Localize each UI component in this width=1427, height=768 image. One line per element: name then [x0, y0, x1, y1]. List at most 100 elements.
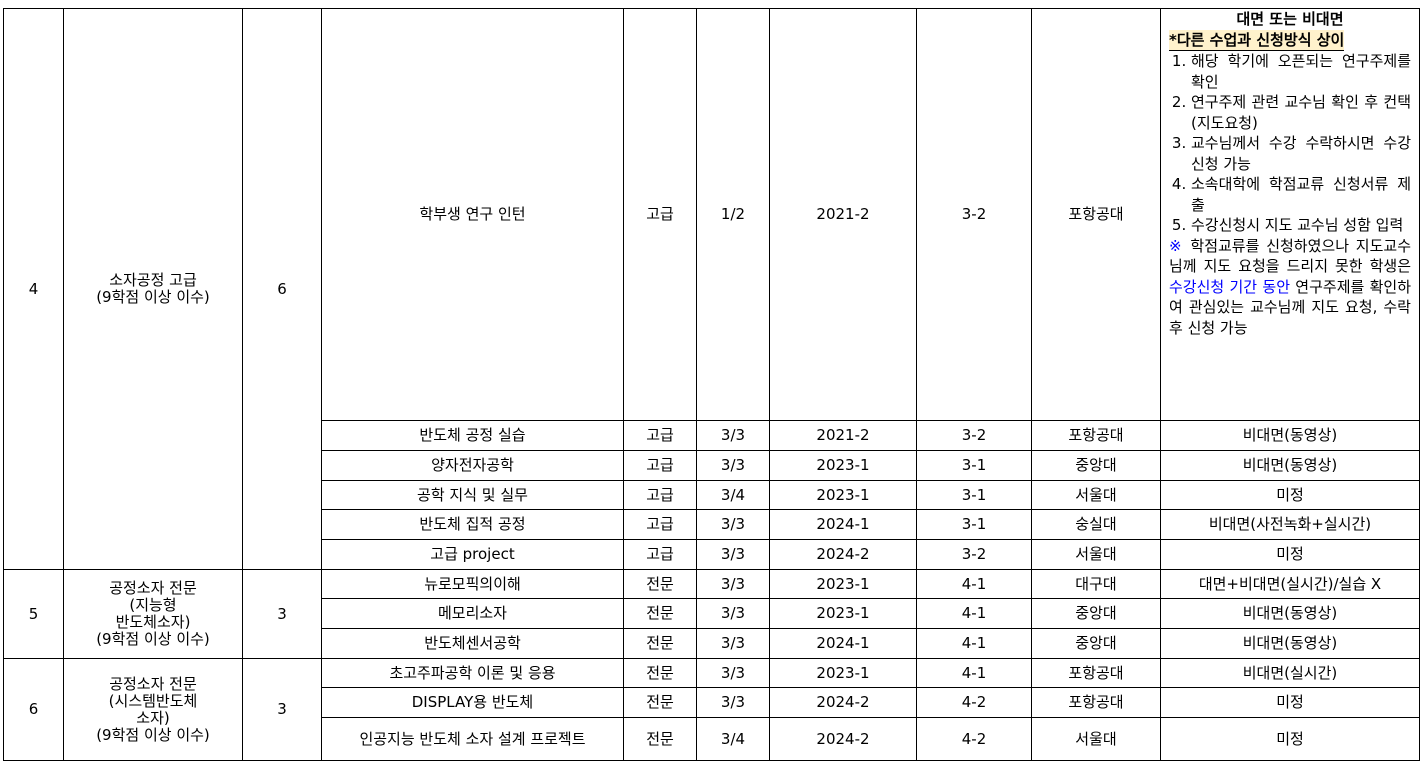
recommended-year: 3-2 — [916, 8, 1032, 421]
lecture-method: 비대면(사전녹화+실시간) — [1160, 509, 1420, 540]
remark-text: 학점교류를 신청하였으나 지도교수님께 지도 요청을 드리지 못한 학생은 — [1169, 236, 1411, 276]
course-area-line: 반도체소자) — [115, 613, 191, 631]
course-area: 공정소자 전문 (시스템반도체 소자) (9학점 이상 이수) — [63, 658, 243, 761]
course-area-line: 공정소자 전문 — [109, 579, 197, 597]
table-row: 반도체 공정 실습 고급 3/3 2021-2 3-2 포항공대 비대면(동영상) — [4, 420, 1420, 451]
university: 서울대 — [1031, 717, 1161, 761]
lecture-method: 미정 — [1160, 687, 1420, 718]
course-name: 반도체 공정 실습 — [321, 420, 624, 451]
course-name: 인공지능 반도체 소자 설계 프로젝트 — [321, 717, 624, 761]
recommended-year: 4-2 — [916, 687, 1032, 718]
grade-semester: 3/4 — [696, 717, 770, 761]
lecture-method: 미정 — [1160, 539, 1420, 570]
required-count: 6 — [242, 8, 322, 570]
course-area-line: (시스템반도체 — [108, 691, 198, 710]
opened-semester: 2023-1 — [769, 598, 917, 629]
opened-semester: 2021-2 — [769, 8, 917, 421]
table-row: 5 공정소자 전문 (지능형 반도체소자) (9학점 이상 이수) 3 뉴로모픽의이해 전문 3… — [3, 569, 1420, 659]
recommended-year: 4-2 — [916, 717, 1032, 761]
course-level: 고급 — [623, 450, 697, 481]
grade-semester: 3/3 — [696, 509, 770, 540]
lecture-method: 비대면(동영상) — [1160, 420, 1420, 451]
recommended-year: 3-2 — [916, 420, 1032, 451]
course-level: 고급 — [623, 420, 697, 451]
course-name: DISPLAY용 반도체 — [321, 687, 624, 718]
course-name: 반도체 집적 공정 — [321, 509, 624, 540]
opened-semester: 2024-1 — [769, 628, 917, 659]
table-row: 공학 지식 및 실무 고급 3/4 2023-1 3-1 서울대 미정 — [4, 480, 1420, 510]
grade-semester: 3/3 — [696, 569, 770, 599]
lecture-method: 비대면(실시간) — [1160, 658, 1420, 688]
course-level: 전문 — [623, 717, 697, 761]
course-level: 전문 — [623, 598, 697, 629]
grade-semester: 1/2 — [696, 8, 770, 421]
note-step: 수강신청시 지도 교수님 성함 입력 — [1191, 215, 1411, 236]
recommended-year: 4-1 — [916, 598, 1032, 629]
table-row: 고급 project 고급 3/3 2024-2 3-2 서울대 미정 — [4, 539, 1420, 570]
course-level: 전문 — [623, 658, 697, 688]
opened-semester: 2024-2 — [769, 717, 917, 761]
course-name: 양자전자공학 — [321, 450, 624, 481]
course-name: 학부생 연구 인턴 — [321, 8, 624, 421]
table-row: 반도체센서공학 전문 3/3 2024-1 4-1 중앙대 비대면(동영상) — [4, 628, 1420, 659]
reference-mark-icon: ※ — [1169, 236, 1184, 255]
grade-semester: 3/4 — [696, 480, 770, 510]
table-row: 양자전자공학 고급 3/3 2023-1 3-1 중앙대 비대면(동영상) — [4, 450, 1420, 481]
note-step: 소속대학에 학점교류 신청서류 제출 — [1191, 174, 1411, 215]
university: 서울대 — [1031, 480, 1161, 510]
group-number: 6 — [3, 658, 64, 761]
required-count: 3 — [242, 658, 322, 761]
table-row: DISPLAY용 반도체 전문 3/3 2024-2 4-2 포항공대 미정 — [4, 687, 1420, 718]
course-area-line: (9학점 이상 이수) — [96, 288, 210, 306]
opened-semester: 2024-1 — [769, 509, 917, 540]
course-level: 전문 — [623, 628, 697, 659]
course-name: 초고주파공학 이론 및 응용 — [321, 658, 624, 688]
required-count: 3 — [242, 569, 322, 659]
table-row: 인공지능 반도체 소자 설계 프로젝트 전문 3/4 2024-2 4-2 서울대 미정 — [4, 717, 1420, 761]
grade-semester: 3/3 — [696, 420, 770, 451]
university: 포항공대 — [1031, 658, 1161, 688]
university: 숭실대 — [1031, 509, 1161, 540]
opened-semester: 2024-2 — [769, 539, 917, 570]
grade-semester: 3/3 — [696, 539, 770, 570]
lecture-method: 미정 — [1160, 480, 1420, 510]
course-level: 전문 — [623, 569, 697, 599]
course-area-line: (지능형 — [129, 596, 177, 614]
grade-semester: 3/3 — [696, 450, 770, 481]
lecture-method: 비대면(동영상) — [1160, 450, 1420, 481]
opened-semester: 2023-1 — [769, 480, 917, 510]
intern-note: 대면 또는 비대면 *다른 수업과 신청방식 상이 해당 학기에 오픈되는 연구… — [1160, 8, 1420, 421]
group-number: 4 — [3, 8, 64, 570]
grade-semester: 3/3 — [696, 658, 770, 688]
note-step: 해당 학기에 오픈되는 연구주제를 확인 — [1191, 51, 1411, 92]
university: 중앙대 — [1031, 628, 1161, 659]
opened-semester: 2023-1 — [769, 450, 917, 481]
university: 중앙대 — [1031, 598, 1161, 629]
remark-emphasis: 수강신청 기간 동안 — [1169, 277, 1290, 296]
university: 포항공대 — [1031, 687, 1161, 718]
opened-semester: 2023-1 — [769, 658, 917, 688]
course-name: 고급 project — [321, 539, 624, 570]
table-row: 6 공정소자 전문 (시스템반도체 소자) (9학점 이상 이수) 3 초고주파공학 이론 … — [3, 658, 1420, 761]
course-level: 고급 — [623, 539, 697, 570]
course-area-line: (9학점 이상 이수) — [96, 725, 210, 744]
course-name: 뉴로모픽의이해 — [321, 569, 624, 599]
grade-semester: 3/3 — [696, 598, 770, 629]
course-level: 고급 — [623, 8, 697, 421]
course-name: 공학 지식 및 실무 — [321, 480, 624, 510]
course-name: 반도체센서공학 — [321, 628, 624, 659]
note-remark: ※ 학점교류를 신청하였으나 지도교수님께 지도 요청을 드리지 못한 학생은 … — [1169, 236, 1411, 339]
university: 서울대 — [1031, 539, 1161, 570]
group-number: 5 — [3, 569, 64, 659]
recommended-year: 3-1 — [916, 450, 1032, 481]
university: 포항공대 — [1031, 8, 1161, 421]
note-steps: 해당 학기에 오픈되는 연구주제를 확인 연구주제 관련 교수님 확인 후 컨택… — [1169, 51, 1411, 236]
course-area-line: 공정소자 전문 — [109, 674, 197, 693]
opened-semester: 2023-1 — [769, 569, 917, 599]
recommended-year: 4-1 — [916, 628, 1032, 659]
course-area: 소자공정 고급 (9학점 이상 이수) — [63, 8, 243, 570]
note-step: 연구주제 관련 교수님 확인 후 컨택(지도요청) — [1191, 92, 1411, 133]
university: 포항공대 — [1031, 420, 1161, 451]
course-area-line: 소자공정 고급 — [109, 271, 197, 289]
recommended-year: 4-1 — [916, 658, 1032, 688]
